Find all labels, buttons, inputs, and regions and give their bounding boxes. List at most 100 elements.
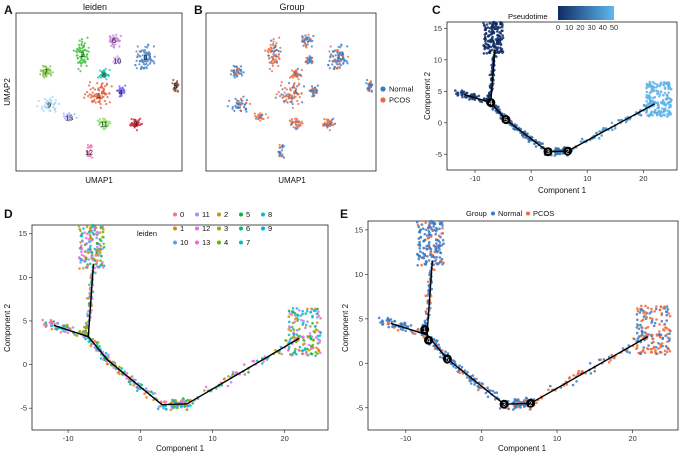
- cell-point: [421, 227, 425, 230]
- cell-point: [86, 248, 90, 251]
- cell-point: [487, 91, 491, 95]
- umap-point: [140, 65, 143, 68]
- cell-point: [602, 358, 606, 361]
- cell-point: [312, 339, 315, 342]
- cell-point: [303, 347, 307, 350]
- umap-point: [103, 85, 107, 88]
- cell-point: [627, 344, 631, 347]
- cell-point: [642, 103, 646, 107]
- cell-point: [523, 404, 527, 408]
- cell-point: [80, 253, 84, 257]
- cell-point: [287, 333, 291, 337]
- panel-c-ylabel: Component 2: [423, 71, 432, 120]
- umap-point: [232, 69, 235, 73]
- cell-point: [204, 385, 208, 389]
- umap-point: [272, 40, 275, 43]
- umap-point: [57, 102, 61, 105]
- cell-point: [415, 220, 419, 224]
- cell-point: [279, 345, 283, 349]
- panel-e-legend-pcos: PCOS: [533, 209, 554, 218]
- cell-point: [485, 23, 489, 26]
- cell-point: [65, 325, 69, 329]
- cell-point: [668, 350, 672, 353]
- cell-point: [533, 142, 536, 146]
- umap-point: [99, 106, 102, 109]
- umap-point: [78, 39, 81, 42]
- cell-point: [468, 98, 471, 101]
- umap-point: [266, 50, 269, 53]
- cell-point: [500, 29, 504, 33]
- panel-e-legend-swatch-normal: [491, 211, 495, 216]
- umap-point: [328, 50, 331, 53]
- legend-swatch: [173, 212, 177, 217]
- cell-point: [170, 407, 174, 410]
- cell-point: [485, 52, 489, 55]
- cell-point: [514, 398, 518, 402]
- cell-point: [309, 337, 313, 341]
- umap-point: [91, 91, 94, 94]
- cell-point: [496, 34, 499, 37]
- panel-b-xlabel: UMAP1: [278, 176, 306, 185]
- cell-point: [416, 252, 419, 256]
- cell-point: [642, 309, 645, 313]
- cell-point: [534, 145, 538, 148]
- cell-point: [521, 133, 525, 137]
- panel-d-legend: 0 11 2 5 81 12 3 6 910 13 4 7: [173, 210, 272, 247]
- cell-point: [656, 104, 660, 107]
- cell-point: [645, 96, 648, 99]
- cell-point: [422, 246, 425, 250]
- umap-point: [270, 47, 273, 50]
- cell-point: [659, 333, 663, 337]
- cell-point: [429, 253, 432, 256]
- umap-point: [130, 121, 133, 124]
- cell-point: [301, 312, 304, 316]
- umap-point: [113, 46, 116, 49]
- umap-point: [275, 93, 278, 96]
- umap-point: [110, 44, 113, 47]
- cell-point: [424, 228, 428, 232]
- cell-point: [636, 309, 640, 313]
- legend-swatch: [195, 240, 199, 245]
- umap-point: [89, 149, 92, 152]
- cell-point: [645, 347, 649, 350]
- cell-point: [69, 327, 72, 330]
- cell-point: [227, 375, 230, 378]
- cell-point: [547, 388, 550, 392]
- cell-point: [287, 325, 291, 328]
- cell-point: [80, 247, 83, 251]
- cell-point: [420, 223, 424, 226]
- umap-point: [119, 34, 122, 38]
- cell-point: [656, 90, 660, 93]
- cell-point: [90, 256, 93, 260]
- umap-point: [259, 115, 262, 118]
- umap-point: [328, 67, 331, 70]
- y-tick-label: 10: [19, 273, 27, 282]
- umap-point: [89, 153, 92, 156]
- cell-point: [315, 346, 318, 350]
- umap-point: [267, 54, 270, 57]
- cell-point: [314, 324, 317, 328]
- cell-point: [499, 42, 503, 46]
- cell-point: [298, 309, 301, 312]
- umap-point: [174, 84, 177, 87]
- cell-point: [665, 305, 669, 308]
- cell-point: [501, 51, 504, 54]
- cell-point: [490, 32, 493, 36]
- cell-point: [428, 224, 431, 228]
- cell-point: [656, 92, 659, 96]
- cell-point: [435, 242, 438, 245]
- trajectory-edge: [87, 264, 95, 337]
- cell-point: [458, 364, 461, 367]
- cell-point: [666, 93, 669, 97]
- umap-point: [86, 57, 89, 60]
- cell-point: [555, 147, 559, 151]
- cell-point: [452, 365, 455, 368]
- cell-point: [653, 310, 656, 313]
- umap-point: [67, 119, 71, 122]
- umap-point: [98, 100, 101, 103]
- umap-point: [286, 101, 289, 104]
- umap-point: [294, 123, 297, 126]
- umap-point: [294, 127, 297, 130]
- umap-point: [85, 91, 89, 94]
- cell-point: [101, 235, 104, 239]
